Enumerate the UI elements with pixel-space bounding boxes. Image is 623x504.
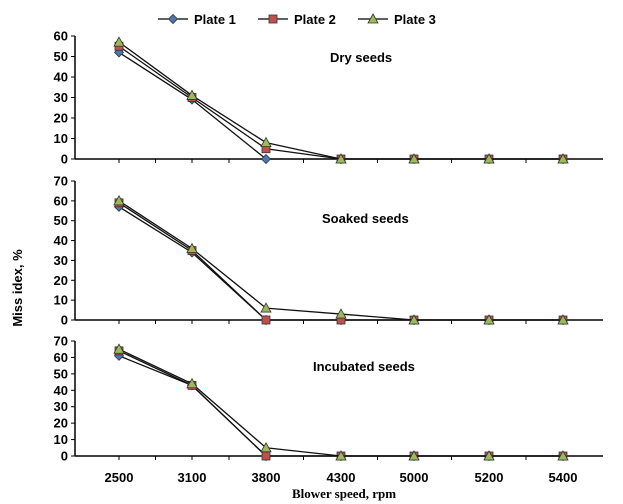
y-tick-label: 20: [54, 111, 68, 126]
data-point: [335, 308, 347, 319]
y-tick-label: 70: [54, 174, 68, 189]
y-tick-label: 10: [54, 131, 68, 146]
x-tick-labels: 2500 3100 3800 4300 5000 5200 5400: [105, 470, 578, 485]
legend-marker-diamond: [167, 13, 179, 25]
y-tick-label: 30: [54, 253, 68, 268]
series-plate-3: [113, 195, 569, 325]
legend-marker-square: [268, 14, 278, 24]
panel-title: Soaked seeds: [322, 211, 409, 226]
y-tick-label: 0: [61, 449, 68, 464]
y-tick-label: 40: [54, 383, 68, 398]
y-tick-label: 60: [54, 29, 68, 44]
legend-item-plate-2: Plate 2: [258, 12, 336, 27]
data-point: [186, 242, 198, 253]
data-point: [335, 450, 347, 461]
y-tick-label: 50: [54, 213, 68, 228]
x-tick-label: 3800: [252, 470, 281, 485]
data-point: [335, 153, 347, 164]
data-point: [186, 377, 198, 389]
series-line: [118, 51, 563, 160]
legend-label: Plate 1: [194, 12, 236, 27]
data-point: [557, 153, 569, 164]
data-point: [260, 136, 272, 148]
x-tick-label: 5200: [475, 470, 504, 485]
y-tick-label: 20: [54, 273, 68, 288]
legend-item-plate-3: Plate 3: [358, 12, 436, 27]
y-tick-label: 50: [54, 366, 68, 381]
data-point: [483, 153, 495, 164]
series-plate-3: [113, 343, 569, 461]
y-tick-label: 0: [61, 313, 68, 328]
data-point: [186, 89, 198, 100]
x-tick-label: 2500: [105, 470, 134, 485]
data-point: [483, 450, 495, 461]
legend-label: Plate 2: [294, 12, 336, 27]
y-tick-label: 60: [54, 350, 68, 365]
panel-dry-seeds: 0 10 20 30 40 50 60 Dry seeds: [54, 29, 603, 167]
series-plate-3: [113, 36, 569, 164]
x-axis-label: Blower speed, rpm: [292, 486, 396, 501]
y-tick-label: 20: [54, 416, 68, 431]
y-tick-label: 50: [54, 49, 68, 64]
panel-title: Dry seeds: [330, 50, 392, 65]
data-point: [408, 153, 420, 164]
y-tick-label: 30: [54, 399, 68, 414]
x-tick-label: 5000: [400, 470, 429, 485]
legend: Plate 1 Plate 2 Plate 3: [158, 12, 436, 27]
data-point: [113, 195, 125, 206]
y-tick-label: 10: [54, 293, 68, 308]
data-point: [557, 314, 569, 325]
y-tick-label: 0: [61, 152, 68, 167]
panel-title: Incubated seeds: [313, 359, 415, 374]
y-tick-label: 70: [54, 334, 68, 349]
series-plate-1: [113, 47, 569, 165]
data-point: [408, 450, 420, 461]
data-point: [113, 36, 125, 47]
legend-item-plate-1: Plate 1: [158, 12, 236, 27]
y-tick-label: 60: [54, 193, 68, 208]
x-tick-label: 4300: [327, 470, 356, 485]
legend-label: Plate 3: [394, 12, 436, 27]
y-tick-label: 30: [54, 90, 68, 105]
data-point: [408, 314, 420, 325]
data-point: [261, 451, 271, 461]
x-tick-label: 3100: [178, 470, 207, 485]
y-tick-label: 10: [54, 432, 68, 447]
legend-marker-triangle: [367, 13, 379, 24]
data-point: [261, 315, 271, 325]
panel-soaked-seeds: 0 10 20 30 40 50 60 70 Soaked seeds: [54, 174, 603, 328]
data-point: [260, 441, 272, 453]
data-point: [483, 314, 495, 325]
y-tick-label: 40: [54, 233, 68, 248]
data-point: [557, 450, 569, 461]
y-tick-label: 40: [54, 70, 68, 85]
data-point: [260, 153, 272, 165]
data-point: [260, 302, 272, 313]
x-tick-label: 5400: [549, 470, 578, 485]
data-point: [113, 343, 125, 354]
y-axis-label: Miss idex, %: [10, 249, 25, 327]
